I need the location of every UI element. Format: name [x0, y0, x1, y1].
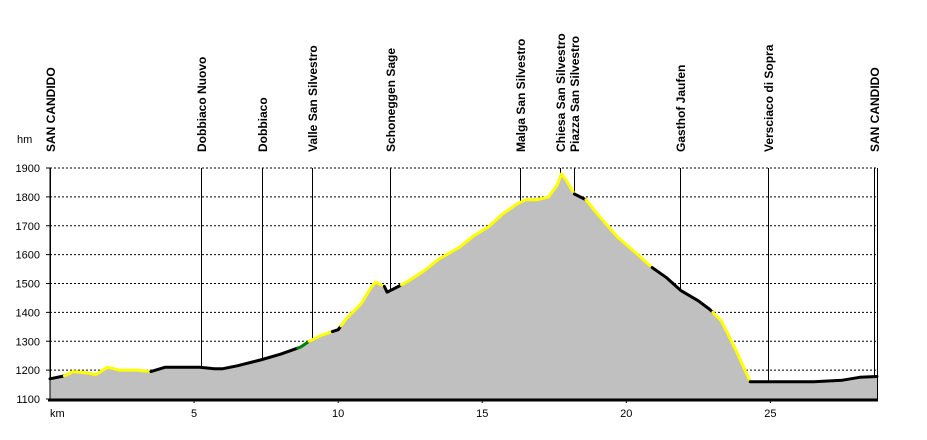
x-axis-ticks: 5 10 15 20 25	[191, 399, 777, 420]
waypoint-label: Chiesa San Silvestro	[554, 33, 568, 152]
waypoint-label: Piazza San Silvestro	[568, 36, 582, 152]
profile-segment	[339, 280, 386, 328]
waypoint-label: Gasthof Jaufen	[674, 65, 688, 152]
x-tick-label: 15	[476, 408, 488, 420]
profile-segment	[62, 365, 153, 378]
waypoint-label: Schoneggen Sage	[384, 48, 398, 152]
x-axis-label: km	[50, 408, 65, 420]
profile-segment	[330, 324, 343, 334]
y-tick-label: 1800	[16, 192, 40, 204]
profile-segment	[400, 172, 576, 287]
waypoint-label: Dobbiaco	[256, 97, 270, 152]
y-tick-label: 1600	[16, 250, 40, 262]
y-tick-label: 1400	[16, 307, 40, 319]
y-axis-ticks: 1100 1200 1300 1400 1500 1600 1700 1800 1900	[16, 163, 50, 406]
x-tick-label: 10	[332, 408, 344, 420]
y-tick-label: 1500	[16, 279, 40, 291]
profile-segment	[711, 310, 752, 384]
waypoint-label: Malga San Silvestro	[514, 39, 528, 152]
y-tick-label: 1200	[16, 365, 40, 377]
y-tick-label: 1100	[16, 394, 40, 406]
profile-segment	[584, 198, 654, 270]
profile-line	[48, 172, 879, 384]
waypoint-label: Versciaco di Sopra	[762, 44, 776, 152]
profile-segment	[48, 374, 66, 381]
waypoint-labels: SAN CANDIDO Dobbiaco Nuovo Dobbiaco Valle S…	[44, 33, 882, 152]
x-tick-label: 5	[191, 408, 197, 420]
profile-segment	[382, 283, 403, 294]
waypoint-label: SAN CANDIDO	[44, 67, 58, 152]
y-tick-label: 1900	[16, 163, 40, 175]
axes	[48, 168, 878, 402]
y-axis-label: hm	[17, 134, 32, 146]
x-tick-label: 20	[620, 408, 632, 420]
profile-segment	[307, 330, 334, 343]
profile-segment	[572, 192, 588, 202]
y-tick-label: 1700	[16, 221, 40, 233]
y-tick-label: 1300	[16, 336, 40, 348]
profile-segment	[650, 266, 715, 314]
profile-segment	[748, 375, 879, 384]
x-tick-label: 25	[764, 408, 776, 420]
profile-segment	[296, 339, 311, 350]
waypoint-label: Valle San Silvestro	[306, 45, 320, 152]
waypoint-label: Dobbiaco Nuovo	[195, 57, 209, 152]
elevation-area	[50, 173, 877, 399]
elevation-fill	[50, 173, 877, 399]
waypoint-label: SAN CANDIDO	[868, 67, 882, 152]
profile-segment	[149, 346, 300, 374]
